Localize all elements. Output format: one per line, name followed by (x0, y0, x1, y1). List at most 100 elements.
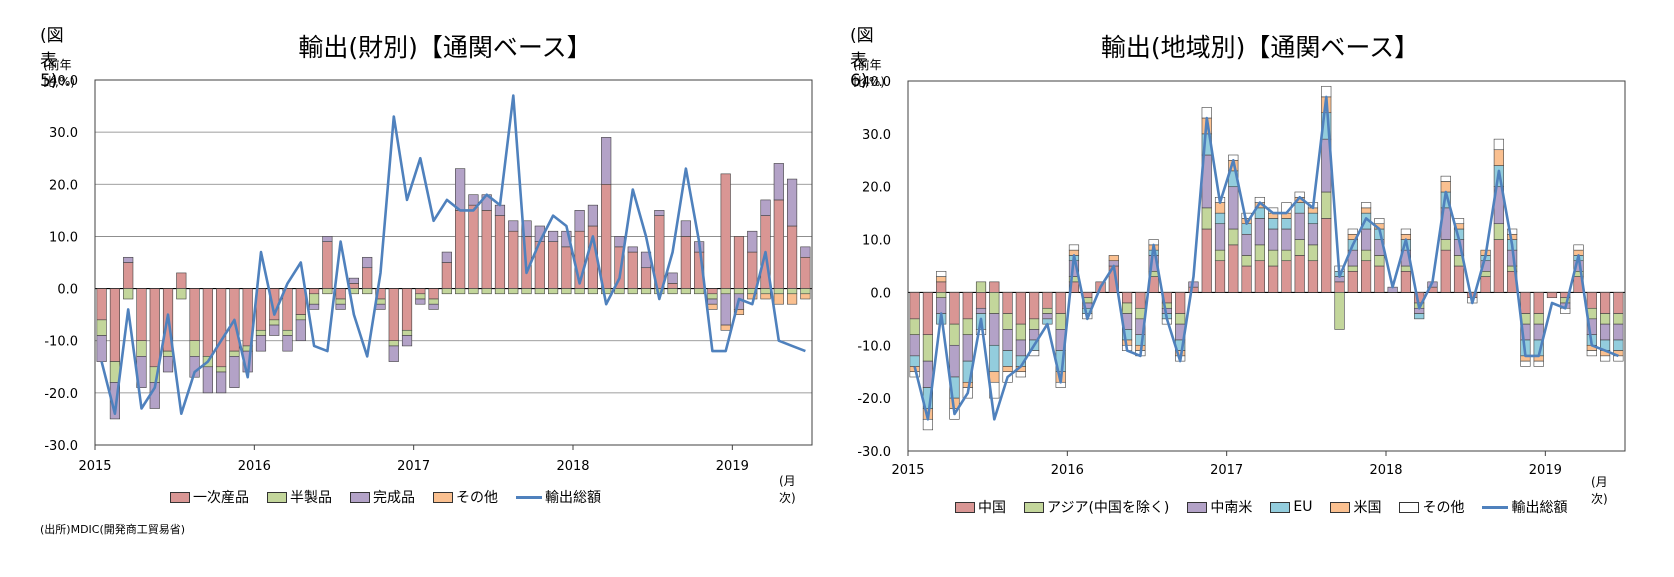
bar-segment (1546, 292, 1558, 299)
bar-segment (1440, 239, 1451, 251)
y-tick-label: 30.0 (49, 126, 78, 141)
figure-label: (図表6) (850, 26, 874, 91)
bar-segment (1254, 244, 1265, 262)
bar-segment (975, 307, 987, 314)
bar-segment (1334, 281, 1345, 293)
bar-segment (1268, 218, 1279, 230)
bar-segment (1586, 292, 1597, 309)
y-tick-label: 10.0 (49, 230, 78, 245)
bar-segment (1361, 249, 1372, 262)
bar-segment (1493, 149, 1504, 166)
bar-segment (1613, 292, 1624, 314)
y-tick-label: 0.0 (57, 283, 78, 298)
bar-segment (322, 236, 333, 242)
bar-segment (1347, 265, 1358, 272)
bar-segment (680, 288, 691, 295)
legend-swatch (516, 495, 542, 499)
bar-segment (401, 335, 413, 347)
bar-segment (627, 288, 638, 295)
bar-segment (1440, 181, 1451, 193)
bar-segment (1294, 212, 1305, 240)
bar-segment (747, 230, 758, 253)
legend-swatch (350, 491, 370, 503)
bar-segment (1241, 233, 1252, 256)
legend-item: 中国 (955, 497, 1006, 517)
bar-segment (534, 288, 545, 295)
bar-segment (949, 344, 960, 378)
bar-segment (1533, 292, 1544, 314)
bar-segment (1400, 265, 1411, 272)
bar-segment (962, 318, 973, 336)
bar-segment (962, 292, 973, 320)
bar-segment (1294, 239, 1305, 256)
x-year-label: 2019 (716, 459, 749, 474)
bar-segment (1108, 255, 1119, 262)
legend-item: アジア(中国を除く) (1024, 497, 1169, 517)
bar-segment (362, 256, 373, 269)
legend-label: 一次産品 (193, 490, 249, 506)
bar-segment (521, 220, 532, 237)
bar-segment (176, 288, 187, 300)
y-tick-label: 20.0 (49, 178, 78, 193)
bar-segment (601, 288, 612, 295)
legend-item: 中南米 (1187, 497, 1252, 517)
bar-segment (1015, 323, 1026, 341)
legend-swatch (433, 491, 453, 503)
legend-item: その他 (1399, 497, 1464, 517)
bar-segment (1520, 292, 1531, 314)
legend-label: 米国 (1353, 500, 1382, 516)
bar-segment (1201, 228, 1212, 293)
bar-segment (1068, 244, 1080, 251)
bar-segment (936, 292, 947, 299)
bar-segment (1361, 202, 1372, 209)
bar-segment (216, 371, 227, 394)
legend-item: 輸出総額 (516, 487, 601, 507)
bar-segment (1268, 249, 1279, 267)
bar-segment (1321, 191, 1332, 219)
bar-segment (1122, 292, 1133, 304)
y-tick-label: 0.0 (870, 286, 891, 301)
bar-segment (508, 288, 519, 295)
legend-item: 米国 (1330, 497, 1381, 517)
bar-segment (1268, 228, 1279, 251)
legend-label: 輸出総額 (1511, 500, 1568, 516)
bar-segment (1281, 218, 1292, 230)
legend: 一次産品 半製品 完成品 その他 輸出総額 (170, 487, 601, 507)
bar-segment (601, 137, 612, 185)
bar-segment (760, 199, 771, 216)
bar-segment (909, 334, 920, 357)
bar-segment (975, 329, 987, 336)
legend-swatch (955, 501, 975, 513)
bar-segment (989, 281, 1000, 293)
legend-swatch (1399, 501, 1420, 513)
bar-segment (548, 288, 559, 295)
bar-segment (1015, 371, 1026, 378)
y-unit-label: (前年比,%) (853, 58, 885, 89)
bar-segment (295, 319, 306, 342)
chart-title: 輸出(地域別)【通関ベース】 (1100, 33, 1420, 62)
bar-segment (1374, 265, 1385, 293)
bar-segment (1228, 244, 1239, 293)
bar-segment (922, 334, 933, 362)
bar-segment (787, 293, 798, 305)
bar-segment (1201, 107, 1212, 119)
bar-segment (949, 323, 960, 346)
bar-segment (561, 288, 572, 295)
bar-segment (428, 303, 439, 310)
legend-item: 半製品 (267, 487, 332, 507)
bar-segment (1321, 85, 1332, 98)
bar-segment (1374, 218, 1385, 225)
bar-segment (282, 335, 293, 352)
x-year-label: 2019 (1529, 463, 1562, 478)
bar-segment (1493, 223, 1504, 240)
bar-segment (468, 194, 479, 206)
bar-segment (388, 345, 399, 362)
legend-label: その他 (456, 490, 498, 506)
total-exports-line (913, 95, 1619, 421)
bar-segment (1175, 292, 1186, 314)
bar-segment (1361, 207, 1372, 214)
bar-segment (1361, 228, 1372, 251)
bar-segment (1281, 260, 1292, 293)
bar-segment (269, 324, 280, 336)
